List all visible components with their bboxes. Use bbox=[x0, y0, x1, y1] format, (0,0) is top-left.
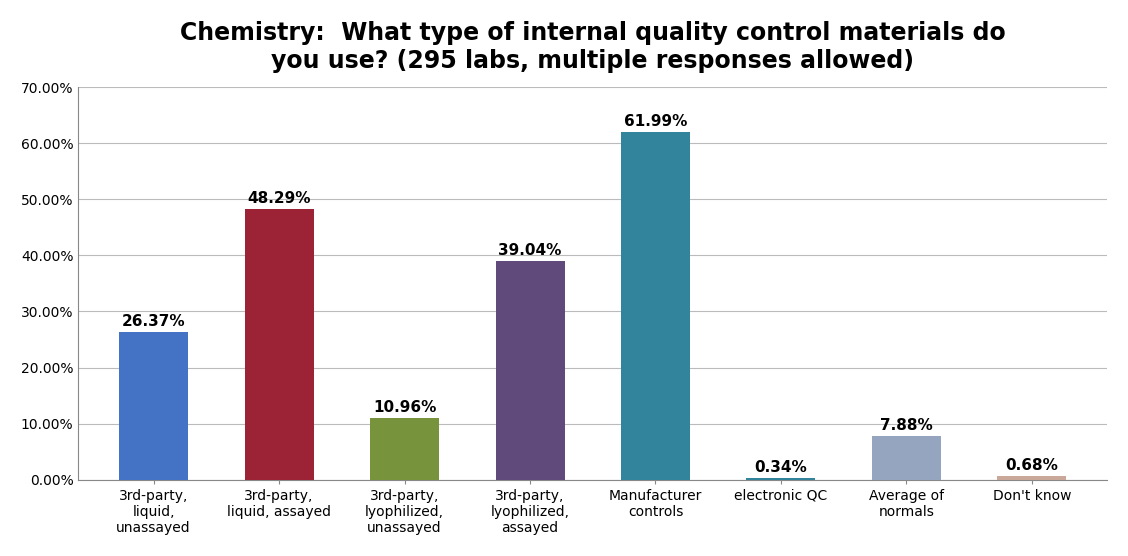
Bar bbox=[120, 332, 188, 480]
Text: 48.29%: 48.29% bbox=[247, 191, 311, 206]
Text: 0.68%: 0.68% bbox=[1005, 458, 1058, 473]
Text: 39.04%: 39.04% bbox=[499, 243, 562, 258]
Bar bbox=[872, 435, 941, 480]
Bar bbox=[495, 261, 564, 480]
Bar bbox=[245, 209, 314, 480]
Text: 0.34%: 0.34% bbox=[755, 460, 808, 475]
Text: 61.99%: 61.99% bbox=[624, 114, 687, 129]
Title: Chemistry:  What type of internal quality control materials do
you use? (295 lab: Chemistry: What type of internal quality… bbox=[179, 21, 1006, 73]
Bar bbox=[370, 418, 439, 480]
Bar bbox=[622, 132, 690, 480]
Text: 7.88%: 7.88% bbox=[880, 418, 933, 433]
Bar bbox=[997, 476, 1066, 480]
Text: 10.96%: 10.96% bbox=[373, 400, 437, 415]
Bar bbox=[747, 478, 816, 480]
Text: 26.37%: 26.37% bbox=[122, 314, 185, 329]
